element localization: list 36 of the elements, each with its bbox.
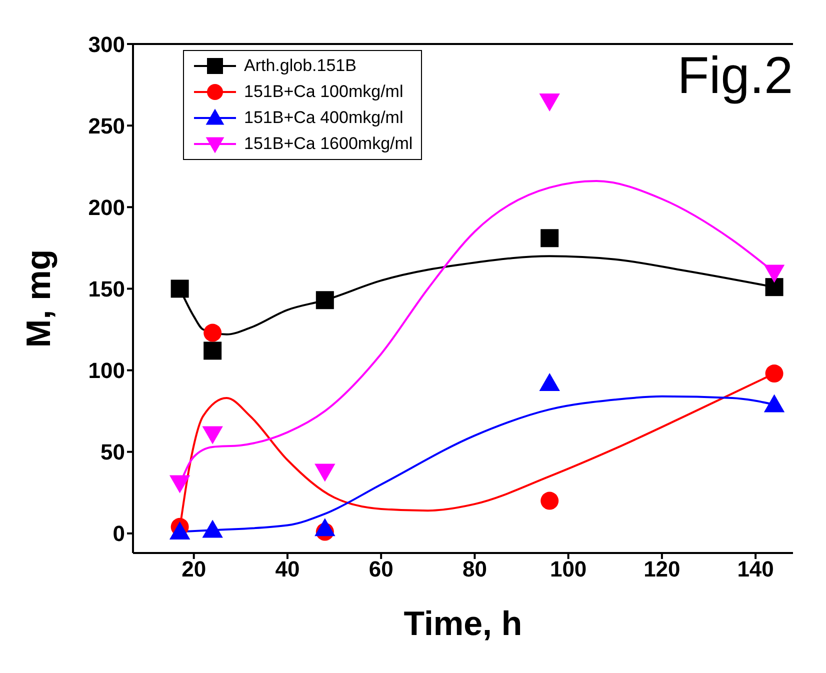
y-tick-label: 100 bbox=[88, 358, 125, 384]
annotation: Fig.2 bbox=[677, 46, 793, 106]
y-tick-label: 50 bbox=[100, 440, 125, 465]
x-tick-label: 60 bbox=[368, 556, 394, 582]
x-axis-title: Time, h bbox=[404, 605, 522, 643]
legend-label: 151B+Ca 1600mkg/ml bbox=[244, 134, 413, 154]
legend-label: 151B+Ca 400mkg/ml bbox=[244, 108, 404, 128]
point bbox=[314, 518, 336, 536]
x-tick-label: 120 bbox=[644, 556, 680, 582]
y-tick-label: 250 bbox=[88, 113, 125, 138]
point bbox=[169, 521, 190, 540]
point bbox=[204, 342, 222, 360]
point bbox=[316, 291, 334, 310]
x-tick-label: 100 bbox=[550, 556, 587, 582]
legend-label: 151B+Ca 100mkg/ml bbox=[244, 82, 404, 102]
point bbox=[204, 324, 222, 342]
point bbox=[539, 93, 560, 112]
point bbox=[765, 278, 784, 296]
legend-label: Arth.glob.151B bbox=[244, 56, 356, 76]
y-axis-title: M, mg bbox=[20, 249, 58, 348]
point bbox=[764, 394, 785, 412]
point bbox=[765, 364, 784, 383]
x-tick-label: 140 bbox=[737, 556, 774, 582]
point bbox=[540, 492, 559, 510]
y-tick-label: 200 bbox=[88, 194, 125, 220]
point bbox=[170, 280, 189, 298]
x-tick-label: 40 bbox=[275, 556, 300, 582]
x-tick-label: 80 bbox=[462, 556, 487, 582]
point bbox=[764, 264, 785, 283]
y-tick-label: 300 bbox=[88, 32, 125, 57]
point bbox=[540, 229, 559, 248]
point bbox=[202, 520, 223, 538]
y-tick-label: 0 bbox=[112, 521, 125, 546]
point bbox=[539, 372, 560, 391]
y-tick-label: 150 bbox=[88, 276, 125, 302]
x-tick-label: 20 bbox=[182, 556, 206, 582]
